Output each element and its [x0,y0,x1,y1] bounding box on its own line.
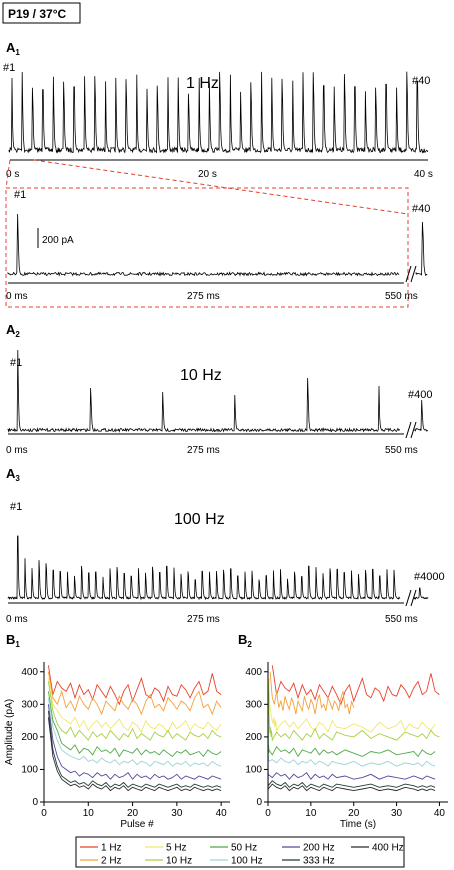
y-tick-label: 100 [245,764,262,775]
zoom-last-pulse: #40 [412,203,430,215]
axis-break-mark [410,265,417,283]
axis-break-mark [410,421,417,439]
panel-label-b2: B2 [238,632,252,649]
legend-entry: 2 Hz [101,856,122,867]
a3-trace [7,535,429,601]
legend-entry: 5 Hz [166,843,187,854]
series-line-333hz [47,710,222,788]
legend-entry: 50 Hz [231,843,257,854]
a2-trace [7,349,429,433]
panel-label-a3: A3 [6,466,20,483]
a2-tick-1: 275 ms [187,445,220,456]
series-line-1hz [271,665,440,706]
a1-tick-0: 0 s [6,169,19,180]
legend-entry: 333 Hz [303,856,335,867]
zoom-connector-left [5,159,11,189]
a1-freq-label: 1 Hz [186,75,219,92]
panel-label-a2: A2 [6,322,20,339]
a2-tick-2: 550 ms [385,445,418,456]
figure-label: P19 / 37°C [8,7,67,21]
series-line-50hz [47,691,222,758]
y-tick-label: 0 [256,797,262,808]
x-tick-label: 0 [265,808,271,819]
y-tick-label: 300 [245,699,262,710]
zoom-first-pulse: #1 [14,189,26,201]
zoom-tick-0: 0 ms [6,291,28,302]
axis-break-mark [405,265,412,283]
figure-label-box [2,2,81,24]
y-tick-label: 200 [245,732,262,743]
a1-tick-2: 40 s [414,169,433,180]
legend-entry: 200 Hz [303,843,335,854]
series-line-5hz [47,678,222,733]
y-tick-label: 0 [32,797,38,808]
series-line-100hz [47,697,222,767]
legend-entry: 100 Hz [231,856,263,867]
legend-entry: 10 Hz [166,856,192,867]
zoom-tick-1: 275 ms [187,291,220,302]
panel-label-b1: B1 [6,632,20,649]
legend-entry: 1 Hz [101,843,122,854]
x-tick-label: 40 [434,808,446,819]
x-tick-label: 0 [41,808,47,819]
zoom-tick-2: 550 ms [385,291,418,302]
series-line-2hz [47,671,222,716]
a1-tick-1: 20 s [198,169,217,180]
a1-last-pulse: #40 [412,75,430,87]
x-tick-label: 20 [127,808,139,819]
a2-freq-label: 10 Hz [180,367,222,384]
series-line-10hz [47,681,222,741]
x-tick-label: 30 [391,808,403,819]
x-tick-label: 40 [216,808,228,819]
a3-first-pulse: #1 [10,501,22,513]
zoom-connector-right [33,159,409,215]
series-line-5hz [268,678,436,733]
y-axis-label: Amplitude (pA) [4,699,15,765]
a3-freq-label: 100 Hz [174,511,225,528]
y-tick-label: 300 [21,699,38,710]
scale-bar-label: 200 pA [42,235,74,246]
series-line-50hz [267,691,436,758]
a2-tick-0: 0 ms [6,445,28,456]
legend-entry: 400 Hz [372,843,404,854]
x-tick-label: 10 [83,808,95,819]
axis-break-mark [405,589,412,607]
a3-tick-1: 275 ms [187,614,220,625]
series-line-200hz [47,704,222,780]
y-tick-label: 100 [21,764,38,775]
series-line-400hz [267,717,436,792]
series-line-10hz [267,681,440,742]
axis-break-mark [410,589,417,607]
zoom-trace [7,213,428,277]
series-line-2hz [269,671,355,715]
series-line-1hz [47,665,222,706]
x-tick-label: 20 [348,808,360,819]
y-tick-label: 200 [21,732,38,743]
x-axis-label: Time (s) [340,819,376,830]
a1-first-pulse: #1 [3,62,15,74]
x-axis-label: Pulse # [120,819,154,830]
a2-first-pulse: #1 [10,357,22,369]
series-line-400hz [47,717,222,792]
zoom-box [5,187,409,308]
x-tick-label: 30 [171,808,183,819]
a1-trace [8,71,429,154]
a3-tick-2: 550 ms [385,614,418,625]
y-tick-label: 400 [21,667,38,678]
y-tick-label: 400 [245,667,262,678]
legend: 1 Hz 5 Hz 50 Hz 200 Hz 400 Hz 2 Hz 10 Hz 100 Hz… [75,836,405,868]
series-line-200hz [267,704,436,780]
x-tick-label: 10 [305,808,317,819]
axis-break-mark [405,421,412,439]
legend-box [75,836,405,868]
a3-last-pulse: #4000 [414,571,445,583]
a2-last-pulse: #400 [408,389,432,401]
a3-tick-0: 0 ms [6,614,28,625]
panel-label-a1: A1 [6,40,20,57]
